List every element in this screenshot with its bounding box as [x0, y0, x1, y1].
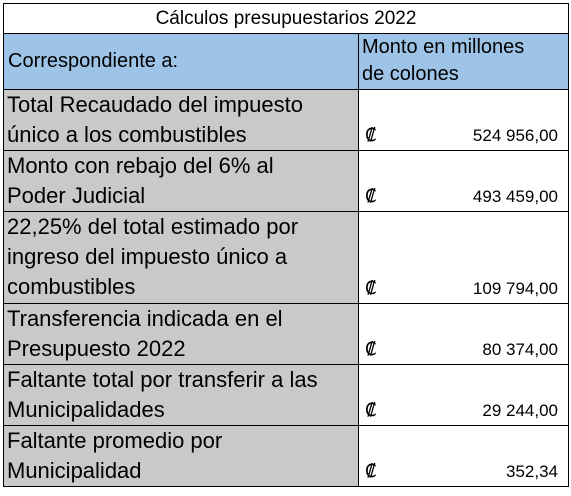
- row-label: Faltante total por transferir a las Muni…: [3, 364, 359, 426]
- row-label: Faltante promedio por Municipalidad: [3, 425, 359, 487]
- row-label: Total Recaudado del impuesto único a los…: [3, 89, 359, 151]
- currency-symbol: ₡: [365, 278, 377, 299]
- row-value: ₡ 80 374,00: [357, 303, 570, 365]
- header-value-line1: Monto en millones: [362, 36, 525, 58]
- table-title: Cálculos presupuestarios 2022: [2, 3, 570, 34]
- row-value: ₡ 29 244,00: [357, 364, 570, 426]
- row-label-line: Presupuesto 2022: [7, 336, 186, 361]
- row-label-line: Monto con rebajo del 6% al: [7, 153, 274, 178]
- row-amount: 493 459,00: [472, 187, 559, 206]
- row-label-line: Faltante total por transferir a las: [7, 367, 318, 392]
- row-label-line: 22,25% del total estimado por: [7, 214, 299, 239]
- row-label-line: Municipalidad: [7, 458, 142, 483]
- table-row: 22,25% del total estimado por ingreso de…: [3, 211, 570, 304]
- currency-symbol: ₡: [365, 186, 377, 207]
- row-amount: 352,34: [506, 462, 559, 481]
- row-label-line: Poder Judicial: [7, 183, 146, 208]
- table-row: Transferencia indicada en el Presupuesto…: [3, 303, 570, 365]
- row-label-line: Faltante promedio por: [7, 428, 223, 453]
- currency-symbol: ₡: [365, 339, 377, 360]
- row-amount: 524 956,00: [472, 126, 559, 145]
- header-value-line2: de colones: [362, 63, 459, 85]
- table-row: Total Recaudado del impuesto único a los…: [3, 89, 570, 151]
- row-label-line: ingreso del impuesto único a: [7, 244, 288, 269]
- title-row: Cálculos presupuestarios 2022: [2, 3, 570, 34]
- currency-symbol: ₡: [365, 461, 377, 482]
- row-label-line: Total Recaudado del impuesto: [7, 92, 303, 117]
- row-label: Monto con rebajo del 6% al Poder Judicia…: [3, 150, 359, 212]
- table-row: Faltante promedio por Municipalidad ₡ 35…: [3, 425, 570, 487]
- currency-symbol: ₡: [365, 400, 377, 421]
- budget-table-container: Cálculos presupuestarios 2022 Correspond…: [2, 3, 570, 493]
- row-label: Transferencia indicada en el Presupuesto…: [3, 303, 359, 365]
- row-amount: 80 374,00: [482, 340, 559, 359]
- table-row: Faltante total por transferir a las Muni…: [3, 364, 570, 426]
- row-value: ₡ 109 794,00: [357, 211, 570, 304]
- row-label: 22,25% del total estimado por ingreso de…: [3, 211, 359, 304]
- row-label-line: Transferencia indicada en el: [7, 306, 283, 331]
- budget-table: Cálculos presupuestarios 2022 Correspond…: [2, 3, 570, 487]
- header-row: Correspondiente a: Monto en millones de …: [3, 33, 570, 90]
- row-label-line: Municipalidades: [7, 397, 165, 422]
- row-value: ₡ 524 956,00: [357, 89, 570, 151]
- row-value: ₡ 352,34: [357, 425, 570, 487]
- currency-symbol: ₡: [365, 125, 377, 146]
- row-amount: 29 244,00: [482, 401, 559, 420]
- header-label-column: Correspondiente a:: [3, 33, 359, 90]
- row-value: ₡ 493 459,00: [357, 150, 570, 212]
- table-row: Monto con rebajo del 6% al Poder Judicia…: [3, 150, 570, 212]
- row-label-line: único a los combustibles: [7, 122, 247, 147]
- row-amount: 109 794,00: [472, 279, 559, 298]
- header-value-column: Monto en millones de colones: [357, 33, 570, 90]
- row-label-line: combustibles: [7, 274, 136, 299]
